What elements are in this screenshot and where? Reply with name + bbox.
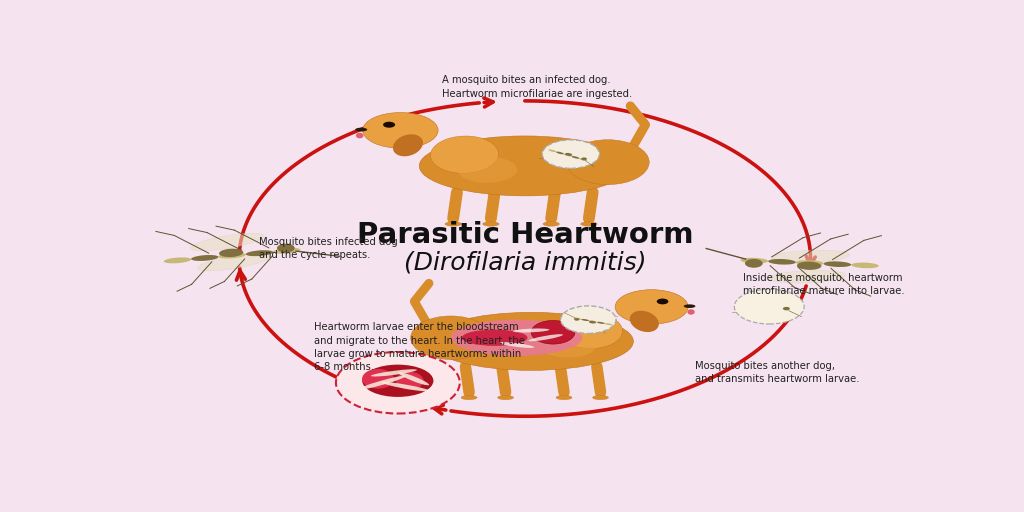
Ellipse shape	[461, 395, 477, 400]
Ellipse shape	[273, 248, 301, 254]
Ellipse shape	[565, 153, 572, 156]
Ellipse shape	[548, 150, 556, 152]
Text: Heartworm larvae enter the bloodstream
and migrate to the heart. In the heart, t: Heartworm larvae enter the bloodstream a…	[314, 323, 525, 372]
Circle shape	[276, 244, 295, 252]
Ellipse shape	[499, 342, 535, 348]
Ellipse shape	[429, 312, 634, 370]
Ellipse shape	[560, 148, 584, 154]
Ellipse shape	[768, 259, 796, 265]
Ellipse shape	[605, 323, 612, 325]
Ellipse shape	[761, 303, 770, 307]
Ellipse shape	[684, 304, 695, 308]
Ellipse shape	[411, 316, 490, 359]
Text: Mosquito bites infected dog
and the cycle repeats.: Mosquito bites infected dog and the cycl…	[259, 237, 397, 260]
Ellipse shape	[444, 222, 462, 226]
Ellipse shape	[750, 303, 760, 306]
Ellipse shape	[543, 222, 559, 226]
Ellipse shape	[615, 290, 688, 324]
Ellipse shape	[457, 157, 517, 183]
Text: A mosquito bites an infected dog.
Heartworm microfilariae are ingested.: A mosquito bites an infected dog. Heartw…	[441, 75, 632, 99]
Ellipse shape	[218, 252, 246, 259]
Ellipse shape	[851, 263, 879, 268]
Ellipse shape	[482, 222, 499, 226]
Text: (Dirofilaria immitis): (Dirofilaria immitis)	[403, 250, 646, 274]
Circle shape	[783, 307, 790, 310]
Ellipse shape	[198, 253, 271, 271]
Ellipse shape	[687, 309, 694, 315]
Ellipse shape	[571, 156, 580, 159]
Ellipse shape	[556, 395, 572, 400]
Ellipse shape	[772, 250, 850, 263]
Ellipse shape	[760, 305, 770, 307]
Text: Mosquito bites another dog,
and transmits heartworm larvae.: Mosquito bites another dog, and transmit…	[695, 361, 860, 385]
Ellipse shape	[531, 321, 574, 344]
Ellipse shape	[580, 158, 587, 161]
Ellipse shape	[749, 306, 778, 311]
Ellipse shape	[630, 311, 658, 332]
Circle shape	[336, 352, 460, 414]
Ellipse shape	[583, 317, 606, 322]
Ellipse shape	[581, 222, 597, 226]
Ellipse shape	[246, 250, 273, 256]
Circle shape	[582, 157, 587, 160]
Circle shape	[656, 298, 669, 304]
Ellipse shape	[579, 323, 602, 327]
Ellipse shape	[739, 301, 750, 304]
Ellipse shape	[597, 322, 605, 324]
Ellipse shape	[371, 369, 417, 376]
Ellipse shape	[355, 127, 368, 132]
Ellipse shape	[398, 372, 429, 386]
Ellipse shape	[190, 233, 264, 251]
Circle shape	[744, 259, 763, 268]
Ellipse shape	[356, 133, 364, 138]
Ellipse shape	[362, 365, 433, 397]
Ellipse shape	[573, 317, 582, 319]
Ellipse shape	[362, 113, 438, 148]
Ellipse shape	[589, 321, 597, 323]
Text: Parasitic Heartworm: Parasitic Heartworm	[356, 221, 693, 249]
Circle shape	[574, 318, 580, 321]
Circle shape	[560, 306, 616, 333]
Ellipse shape	[382, 382, 430, 392]
Ellipse shape	[566, 140, 649, 185]
Ellipse shape	[164, 258, 191, 263]
Ellipse shape	[498, 395, 514, 400]
Ellipse shape	[823, 261, 851, 267]
Ellipse shape	[589, 321, 596, 324]
Circle shape	[383, 122, 395, 127]
Ellipse shape	[557, 312, 623, 349]
Ellipse shape	[740, 258, 768, 263]
Ellipse shape	[219, 249, 244, 257]
Ellipse shape	[554, 154, 578, 160]
Ellipse shape	[191, 255, 218, 261]
Ellipse shape	[770, 306, 780, 309]
Ellipse shape	[362, 369, 394, 389]
Ellipse shape	[393, 134, 423, 156]
Ellipse shape	[528, 334, 563, 342]
Text: Inside the mosquito, heartworm
microfilariae mature into larvae.: Inside the mosquito, heartworm microfila…	[743, 272, 904, 296]
Ellipse shape	[539, 332, 597, 358]
Ellipse shape	[513, 329, 549, 332]
Ellipse shape	[564, 154, 571, 157]
Ellipse shape	[451, 319, 583, 356]
Circle shape	[734, 289, 804, 324]
Ellipse shape	[754, 298, 784, 304]
Ellipse shape	[593, 395, 608, 400]
Ellipse shape	[796, 260, 823, 266]
Ellipse shape	[768, 270, 846, 283]
Ellipse shape	[797, 262, 821, 270]
Ellipse shape	[396, 372, 424, 390]
Ellipse shape	[462, 330, 527, 346]
Ellipse shape	[556, 152, 564, 154]
Ellipse shape	[780, 308, 791, 311]
Ellipse shape	[357, 376, 407, 390]
Ellipse shape	[419, 136, 631, 196]
Circle shape	[542, 140, 599, 168]
Ellipse shape	[430, 136, 499, 174]
Ellipse shape	[582, 319, 589, 321]
